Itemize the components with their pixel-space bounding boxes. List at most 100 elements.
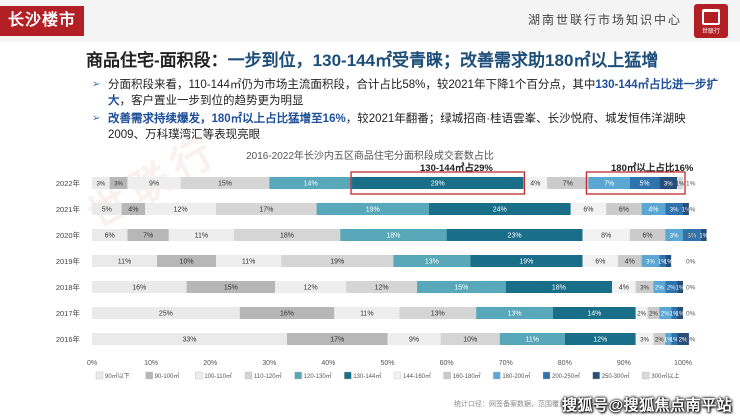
bar-segment [92, 229, 128, 241]
bar-segment [635, 281, 654, 293]
bar-segment [281, 255, 394, 267]
data-label: 16% [280, 311, 294, 318]
data-label: 18% [280, 233, 294, 240]
bar-segment [121, 203, 146, 215]
data-label: 12% [593, 337, 607, 344]
data-label: 1% [664, 260, 673, 266]
legend-swatch [493, 371, 501, 380]
data-label: 13% [508, 311, 522, 318]
headline-highlight: 一步到位，130-144㎡受青睐；改善需求助180㎡以上猛增 [227, 51, 659, 70]
bar-segment [316, 203, 429, 215]
bar-segment [145, 203, 217, 215]
data-label: 2% [661, 312, 670, 318]
category-label: 2017年 [56, 308, 81, 318]
data-label: 3% [670, 208, 679, 214]
data-label: 4% [128, 207, 138, 214]
bar-segment [665, 281, 678, 293]
x-tick-label: 70% [499, 360, 513, 367]
legend-swatch [195, 371, 203, 380]
logo-icon [702, 9, 720, 25]
legend-label: 144-160㎡ [403, 372, 431, 380]
data-label: 17% [330, 337, 344, 344]
legend-swatch [145, 371, 153, 380]
bar-segment [665, 229, 683, 241]
data-label: 7% [563, 181, 573, 188]
legend-label: 100-110㎡ [204, 372, 232, 380]
data-label: 25% [159, 311, 173, 318]
bar-segment [582, 255, 618, 267]
bar-segment [665, 203, 683, 215]
data-label: 11% [195, 233, 209, 240]
data-label: 8% [601, 233, 611, 240]
legend-label: 120-130㎡ [304, 372, 332, 380]
data-label-outside: 0% [686, 337, 696, 344]
data-label-outside: 1% [686, 181, 696, 188]
data-label: 33% [183, 337, 197, 344]
legend-swatch [592, 371, 600, 380]
bar-segment [547, 177, 589, 189]
legend-swatch [95, 371, 104, 380]
x-tick-label: 60% [440, 360, 454, 367]
data-label: 6% [105, 233, 115, 240]
bar-segment [157, 255, 217, 267]
bar-segment [239, 307, 335, 319]
bar-segment [446, 229, 583, 241]
legend-swatch [542, 371, 551, 380]
data-label-outside: 0% [686, 259, 696, 266]
bar-segment [92, 177, 110, 189]
bar-segment [665, 333, 672, 345]
bar-segment [499, 333, 565, 345]
data-label: 10% [463, 337, 477, 344]
data-label: 3% [646, 260, 655, 266]
company-logo: 世联行 [694, 4, 728, 38]
x-tick-label: 100% [674, 360, 692, 367]
data-label: 7% [604, 181, 614, 188]
bar-segment [629, 177, 660, 189]
data-label: 1% [699, 234, 708, 240]
bar-segment [683, 203, 689, 215]
annotation-130-144: 130-144㎡占29% [420, 163, 493, 174]
data-label: 4% [648, 207, 658, 214]
bar-segment [387, 333, 441, 345]
bar-segment [659, 307, 672, 319]
data-label: 5% [102, 207, 112, 214]
bar-segment [180, 177, 270, 189]
data-label: 6% [583, 207, 593, 214]
bar-segment [417, 281, 506, 293]
bar-segment [216, 203, 317, 215]
data-label: 14% [304, 181, 318, 188]
data-label: 1% [676, 286, 685, 292]
arrow-bullet-icon: ➢ [92, 113, 101, 124]
category-label: 2019年 [56, 256, 81, 266]
bullet-text: ，较2021年翻番；绿城招商·桂语雲峯、长沙悦府、城发恒伟洋湖映2009、万科璞… [108, 113, 686, 141]
bar-segment [700, 229, 707, 241]
data-label-outside: 0% [686, 285, 696, 292]
bar-segment [109, 177, 128, 189]
bar-segment [127, 177, 181, 189]
data-label: 11% [118, 259, 132, 266]
data-label: 12% [174, 207, 188, 214]
bar-segment [523, 177, 548, 189]
bar-segment [92, 307, 240, 319]
category-label: 2018年 [56, 282, 81, 292]
x-tick-label: 40% [321, 360, 335, 367]
legend-label: 160-180㎡ [453, 372, 481, 380]
data-label: 6% [595, 259, 605, 266]
data-label: 4% [625, 259, 635, 266]
data-label-outside: 0% [686, 311, 696, 318]
bar-segment [671, 307, 678, 319]
header-band [0, 0, 740, 42]
category-label: 2016年 [56, 334, 81, 344]
source-note: 统计口径：网签备案数据，范围覆盖长沙内五区 [454, 401, 601, 408]
x-tick-label: 0% [87, 360, 97, 367]
data-label: 2% [637, 312, 646, 318]
bar-segment [641, 203, 666, 215]
data-label: 14% [587, 311, 601, 318]
legend-swatch [344, 371, 352, 380]
logo-text: 世联行 [701, 29, 720, 35]
category-label: 2020年 [56, 230, 81, 240]
legend-label: 250-300㎡ [602, 372, 630, 380]
data-label: 11% [242, 259, 256, 266]
data-label: 13% [431, 311, 445, 318]
data-label: 12% [304, 285, 318, 292]
